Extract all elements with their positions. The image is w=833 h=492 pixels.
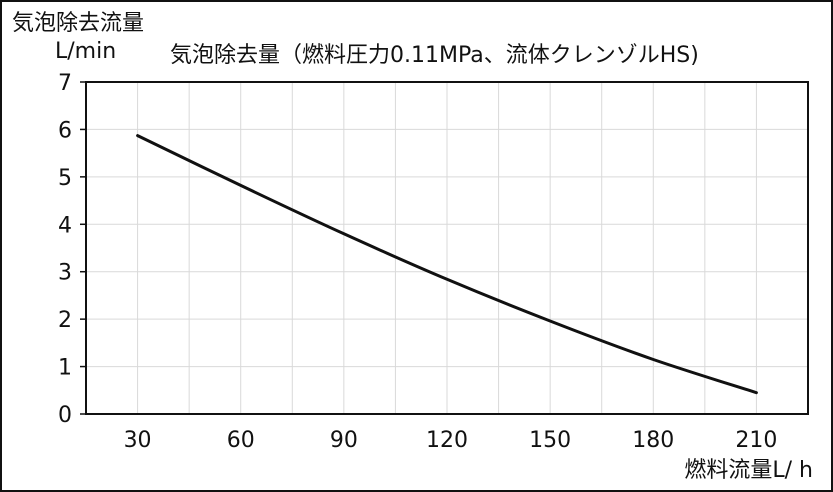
x-tick-labels: 30 60 90 120 150 180 210 [124, 428, 778, 453]
y-tick-label: 1 [58, 356, 72, 381]
series-line [136, 134, 758, 395]
y-tick-label: 7 [58, 71, 72, 96]
y-tick-label: 3 [58, 261, 72, 286]
y-tick-labels: 0 1 2 3 4 5 6 7 [58, 71, 86, 428]
y-axis-unit: L/min [55, 39, 116, 64]
x-tick-label: 60 [227, 428, 255, 453]
y-tick-label: 5 [58, 166, 72, 191]
x-tick-label: 120 [426, 428, 468, 453]
x-tick-label: 150 [529, 428, 571, 453]
x-axis-title: 燃料流量L/ h [684, 458, 813, 483]
grid [86, 82, 808, 414]
y-tick-label: 6 [58, 118, 72, 143]
x-tick-label: 210 [735, 428, 777, 453]
y-tick-label: 0 [58, 403, 72, 428]
y-tick-label: 4 [58, 213, 72, 238]
plot-border [85, 81, 809, 415]
plot-area [85, 81, 809, 415]
chart-title: 気泡除去量（燃料圧力0.11MPa、流体クレンゾルHS) [170, 43, 699, 68]
y-axis-title: 気泡除去流量 [12, 11, 144, 36]
x-tick-label: 30 [124, 428, 152, 453]
x-tick-label: 90 [330, 428, 358, 453]
y-tick-label: 2 [58, 308, 72, 333]
x-tick-label: 180 [632, 428, 674, 453]
series-layer [136, 134, 758, 395]
